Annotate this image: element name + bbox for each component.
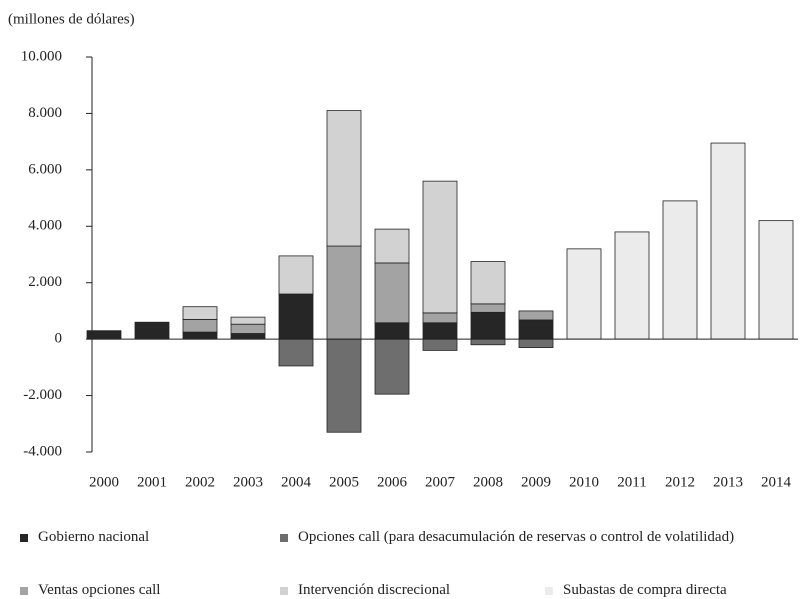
x-tick-label: 2010 bbox=[569, 474, 599, 490]
y-tick-label: 6.000 bbox=[28, 161, 62, 177]
bar-segment bbox=[86, 330, 122, 340]
legend-item: Opciones call (para desacumulación de re… bbox=[280, 529, 750, 546]
y-axis-label: (millones de dólares) bbox=[8, 11, 135, 27]
bar-segment bbox=[278, 255, 314, 295]
bar-segment bbox=[470, 261, 506, 305]
bar-segment bbox=[326, 245, 362, 340]
bar-segment bbox=[470, 311, 506, 340]
bar-segment bbox=[230, 323, 266, 334]
bar-segment bbox=[134, 321, 170, 340]
bar-segment bbox=[422, 180, 458, 314]
bar-segment bbox=[326, 338, 362, 433]
chart: (millones de dólares) -4.000 -2.000 0 2.000… bbox=[8, 11, 798, 490]
legend-label: Subastas de compra directa bbox=[563, 582, 727, 598]
bar-segment bbox=[374, 228, 410, 264]
legend-swatch bbox=[545, 587, 553, 595]
x-tick-label: 2007 bbox=[425, 474, 456, 490]
bar-segment bbox=[326, 110, 362, 247]
bar-segment bbox=[182, 331, 218, 340]
legend-item: Gobierno nacional bbox=[20, 529, 250, 546]
bar-segment bbox=[374, 338, 410, 395]
x-tick-label: 2006 bbox=[377, 474, 408, 490]
bar-segment bbox=[518, 338, 554, 349]
bar-segment bbox=[374, 262, 410, 324]
y-tick-label: -2.000 bbox=[23, 387, 62, 403]
legend-item: Ventas opciones call bbox=[20, 582, 250, 599]
bar-segment bbox=[566, 248, 602, 340]
bar-segment bbox=[278, 293, 314, 340]
bar-segment bbox=[518, 310, 554, 321]
legend-label: Gobierno nacional bbox=[38, 529, 150, 545]
x-tick-label: 2014 bbox=[761, 474, 792, 490]
legend-item: Intervención discrecional bbox=[280, 582, 540, 599]
legend-swatch bbox=[20, 534, 28, 542]
x-tick-label: 2005 bbox=[329, 474, 359, 490]
x-tick-label: 2004 bbox=[281, 474, 312, 490]
legend-label: Ventas opciones call bbox=[38, 582, 161, 598]
x-tick-label: 2002 bbox=[185, 474, 215, 490]
bar-segment bbox=[422, 312, 458, 324]
bar-segment bbox=[470, 303, 506, 313]
bar-segment bbox=[758, 220, 794, 340]
bar-segment bbox=[614, 231, 650, 340]
x-tick-label: 2012 bbox=[665, 474, 695, 490]
bar-segment bbox=[518, 319, 554, 340]
bar-segment bbox=[422, 338, 458, 351]
y-tick-label: -4.000 bbox=[23, 443, 62, 459]
x-tick-label: 2011 bbox=[617, 474, 646, 490]
x-tick-label: 2013 bbox=[713, 474, 743, 490]
bar-segment bbox=[182, 318, 218, 333]
bar-segment bbox=[662, 200, 698, 340]
legend-item: Subastas de compra directa bbox=[545, 582, 800, 599]
bar-segment bbox=[230, 333, 266, 340]
x-tick-label: 2009 bbox=[521, 474, 551, 490]
legend-label: Intervención discrecional bbox=[298, 582, 451, 598]
x-tick-label: 2008 bbox=[473, 474, 503, 490]
legend-swatch bbox=[280, 587, 288, 595]
bar-segment bbox=[374, 322, 410, 340]
legend-swatch bbox=[280, 534, 288, 542]
y-tick-label: 8.000 bbox=[28, 105, 62, 121]
x-tick-label: 2000 bbox=[89, 474, 119, 490]
x-tick-label: 2003 bbox=[233, 474, 263, 490]
bar-segment bbox=[710, 142, 746, 340]
bar-segment bbox=[470, 338, 506, 346]
y-tick-label: 2.000 bbox=[28, 274, 62, 290]
y-tick-label: 4.000 bbox=[28, 218, 62, 234]
bar-segment bbox=[230, 316, 266, 325]
x-tick-label: 2001 bbox=[137, 474, 167, 490]
y-tick-label: 10.000 bbox=[21, 48, 62, 64]
bar-segment bbox=[422, 322, 458, 340]
y-tick-label: 0 bbox=[55, 331, 63, 347]
legend-label: Opciones call (para desacumulación de re… bbox=[298, 529, 735, 545]
bar-segment bbox=[278, 338, 314, 367]
legend-swatch bbox=[20, 587, 28, 595]
bar-segment bbox=[182, 306, 218, 320]
